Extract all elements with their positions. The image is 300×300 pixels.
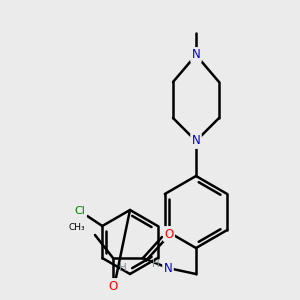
Text: H: H [119,263,127,273]
Text: O: O [108,280,118,292]
Text: Cl: Cl [75,206,86,216]
Text: N: N [164,262,172,275]
Text: N: N [192,134,200,148]
Text: CH₃: CH₃ [68,224,85,232]
Text: N: N [192,49,200,62]
Text: H: H [152,259,160,269]
Text: O: O [164,227,174,241]
